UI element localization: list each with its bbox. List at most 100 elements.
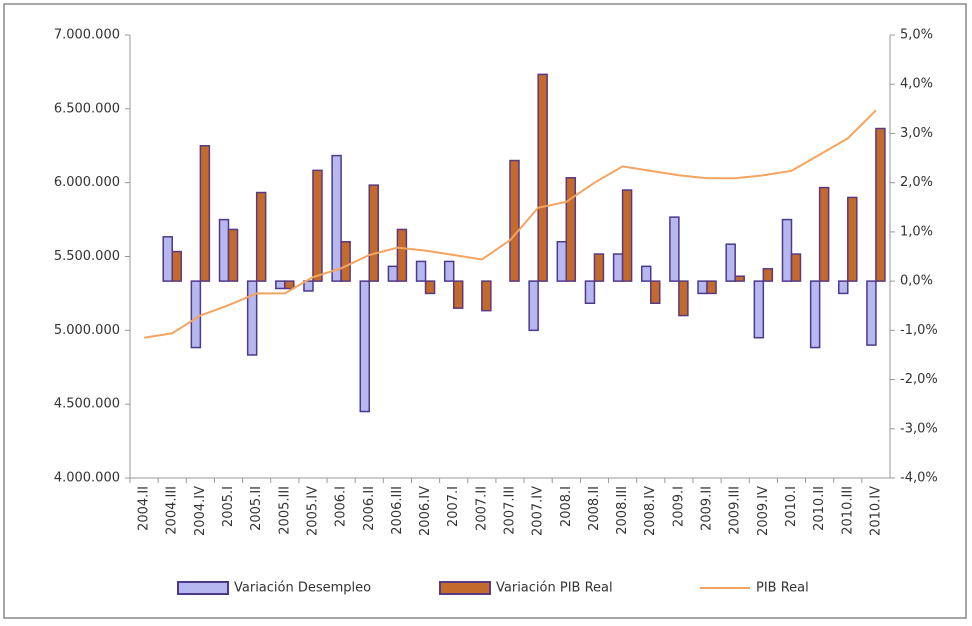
bar (875, 127, 886, 282)
bar (331, 154, 342, 282)
bar (697, 280, 708, 295)
y2-tick-label: -2,0% (900, 372, 938, 387)
x-tick-label: 2009.III (728, 486, 743, 535)
y2-tick-label: 2,0% (900, 175, 933, 190)
x-tick-label: 2008.III (615, 486, 630, 535)
bar (481, 280, 492, 312)
bar (612, 253, 624, 282)
x-tick-label: 2008.II (587, 486, 602, 531)
y-tick-label: 7.000.000 (54, 28, 120, 43)
bar (762, 268, 774, 282)
x-tick-label: 2008.IV (643, 486, 658, 536)
bar (781, 218, 793, 282)
x-tick-label: 2007.III (503, 486, 518, 535)
bar (669, 216, 680, 282)
x-tick-label: 2010.IV (868, 486, 883, 536)
y-tick-label: 4.000.000 (54, 471, 120, 486)
x-tick-label: 2008.I (559, 486, 574, 527)
bar (199, 145, 211, 282)
bar (275, 280, 286, 290)
x-tick-label: 2007.II (474, 486, 489, 531)
x-tick-label: 2005.IV (305, 486, 320, 536)
bar (284, 280, 295, 290)
x-tick-label: 2010.I (784, 486, 799, 527)
x-tick-label: 2006.I (334, 486, 349, 527)
bar (312, 169, 323, 282)
x-tick-label: 2005.II (249, 486, 264, 531)
bar (452, 280, 464, 309)
bar (424, 280, 436, 295)
bar (218, 218, 230, 282)
legend-swatch (177, 581, 229, 595)
x-tick-label: 2007.IV (531, 486, 546, 536)
bar (303, 280, 314, 292)
legend-label: Variación Desempleo (234, 581, 371, 596)
bar (246, 280, 258, 356)
x-tick-label: 2004.IV (193, 486, 208, 536)
x-tick-label: 2005.III (277, 486, 292, 535)
x-tick-label: 2004.II (137, 486, 152, 531)
y2-tick-label: 0,0% (900, 274, 933, 289)
bar (838, 280, 849, 295)
bar (706, 280, 717, 295)
line (143, 109, 877, 339)
bar (725, 243, 736, 282)
x-tick-label: 2005.I (221, 486, 236, 527)
bar (255, 191, 267, 282)
bar (227, 228, 239, 282)
bar (190, 280, 202, 349)
bar (415, 260, 427, 282)
bar (847, 196, 858, 282)
y2-tick-label: -4,0% (900, 471, 938, 486)
bar (396, 228, 408, 282)
bar (509, 159, 520, 282)
y-tick-label: 5.000.000 (54, 323, 120, 338)
y2-tick-label: 5,0% (900, 28, 933, 43)
bar (162, 236, 173, 282)
x-tick-label: 2006.II (362, 486, 377, 531)
x-tick-label: 2006.III (390, 486, 405, 535)
bar (809, 280, 821, 349)
y2-tick-label: 4,0% (900, 77, 933, 92)
bar (734, 275, 745, 282)
bar (649, 280, 661, 305)
x-tick-label: 2010.III (840, 486, 855, 535)
bar (866, 280, 877, 346)
bar (621, 189, 633, 282)
y-tick-label: 5.500.000 (54, 249, 120, 264)
bar (678, 280, 689, 317)
bar (556, 240, 568, 282)
bar (359, 280, 371, 413)
x-tick-label: 2009.IV (756, 486, 771, 536)
legend-swatch (439, 581, 491, 595)
bar (584, 280, 596, 305)
bar (171, 250, 182, 282)
y-tick-label: 6.500.000 (54, 101, 120, 116)
y-tick-label: 6.000.000 (54, 175, 120, 190)
bar (387, 265, 399, 282)
y2-tick-label: -1,0% (900, 323, 938, 338)
y-tick-label: 4.500.000 (54, 397, 120, 412)
y2-tick-label: 1,0% (900, 224, 933, 239)
bar (640, 265, 652, 282)
bar (790, 253, 802, 282)
x-tick-label: 2004.III (165, 486, 180, 535)
x-tick-label: 2010.II (812, 486, 827, 531)
x-tick-label: 2009.I (671, 486, 686, 527)
bar (340, 240, 351, 282)
x-tick-label: 2006.IV (418, 486, 433, 536)
bar (818, 186, 830, 282)
bar (753, 280, 765, 339)
y2-tick-label: 3,0% (900, 126, 933, 141)
bar (537, 73, 548, 282)
bar (528, 280, 539, 332)
bar (593, 253, 605, 282)
bar (443, 260, 455, 282)
y2-tick-label: -3,0% (900, 421, 938, 436)
x-tick-label: 2009.II (700, 486, 715, 531)
bar (368, 184, 380, 282)
x-tick-label: 2007.I (446, 486, 461, 527)
legend-label: Variación PIB Real (496, 581, 613, 596)
bar (565, 176, 577, 282)
